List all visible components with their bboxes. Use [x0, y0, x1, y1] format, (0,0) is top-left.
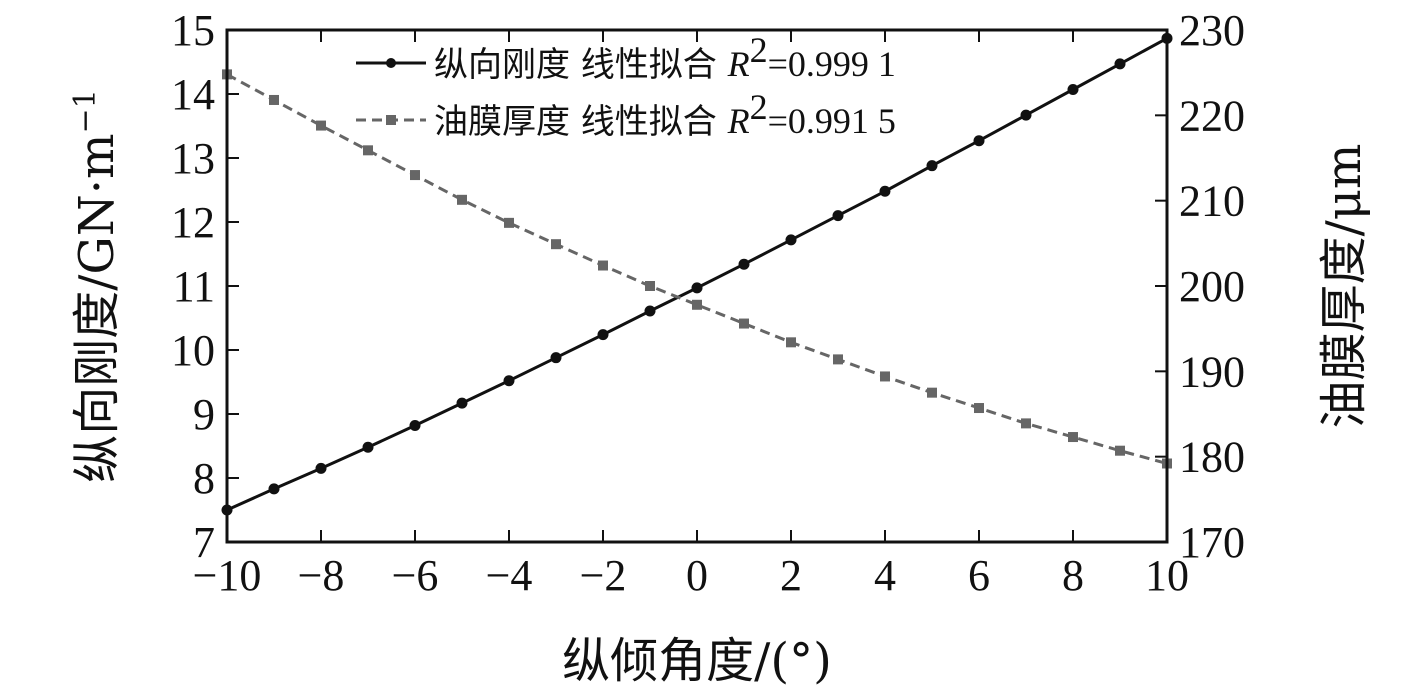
- film-thickness-data-point: [598, 260, 608, 271]
- film-thickness-data-point: [457, 194, 467, 205]
- stiffness-data-point: [1020, 109, 1032, 121]
- y-left-tick-label: 13: [171, 134, 215, 183]
- y-left-tick-label: 15: [171, 6, 215, 55]
- stiffness-data-point: [644, 305, 656, 317]
- x-tick-label: −6: [392, 551, 439, 600]
- film-thickness-data-point: [927, 387, 937, 398]
- y-left-tick-label: 11: [173, 262, 215, 311]
- stiffness-data-point: [1114, 58, 1126, 70]
- y-left-tick-label: 10: [171, 326, 215, 375]
- stiffness-data-point: [456, 397, 468, 409]
- stiffness-data-point: [1067, 84, 1079, 96]
- y-right-tick-label: 200: [1179, 262, 1245, 311]
- film-thickness-data-point: [1068, 432, 1078, 443]
- stiffness-data-point: [362, 441, 374, 453]
- film-thickness-data-point: [974, 403, 984, 414]
- y-right-tick-label: 180: [1179, 433, 1245, 482]
- stiffness-data-point: [926, 160, 938, 172]
- stiffness-data-point: [503, 375, 515, 387]
- x-tick-label: 10: [1145, 551, 1189, 600]
- stiffness-data-point: [268, 483, 280, 495]
- film-thickness-data-point: [880, 371, 890, 382]
- legend: 纵向刚度 线性拟合 R2=0.999 1 油膜厚度 线性拟合 R2=0.991 …: [356, 30, 896, 142]
- film-thickness-series-line: [226, 73, 1168, 465]
- y-right-tick-label: 170: [1179, 518, 1245, 567]
- stiffness-data-point: [973, 135, 985, 147]
- x-tick-label: 4: [874, 551, 896, 600]
- film-thickness-data-point: [645, 281, 655, 291]
- x-tick-label: 0: [686, 551, 708, 600]
- stiffness-data-point: [832, 210, 844, 222]
- y-axis-left-label: 纵向刚度/GN·m−1: [68, 89, 125, 483]
- film-thickness-data-point: [739, 318, 749, 329]
- film-thickness-data-point: [692, 299, 702, 310]
- stiffness-data-point: [409, 420, 421, 432]
- x-tick-label: −4: [486, 551, 533, 600]
- film-thickness-data-point: [504, 217, 514, 228]
- y-left-tick-label: 8: [193, 454, 215, 503]
- film-thickness-data-point: [1115, 445, 1125, 456]
- y-right-tick-label: 210: [1179, 177, 1245, 226]
- x-tick-label: −2: [580, 551, 627, 600]
- stiffness-data-point: [597, 329, 609, 341]
- stiffness-data-point: [691, 282, 703, 294]
- stiffness-data-point: [550, 352, 562, 364]
- stiffness-data-point: [315, 462, 327, 474]
- x-tick-label: −8: [298, 551, 345, 600]
- x-tick-label: 6: [968, 551, 990, 600]
- y-left-tick-label: 7: [193, 518, 215, 567]
- y-left-tick-label: 14: [171, 70, 215, 119]
- legend-label-film-thickness: 油膜厚度 线性拟合 R2=0.991 5: [434, 87, 896, 142]
- plot-frame: [225, 28, 1169, 544]
- y-left-tick-label: 9: [193, 390, 215, 439]
- film-thickness-data-point: [833, 354, 843, 365]
- legend-marker-stiffness: [386, 58, 396, 68]
- legend-marker-film-thickness: [386, 115, 396, 125]
- y-right-tick-label: 230: [1179, 6, 1245, 55]
- film-thickness-data-point: [551, 239, 561, 250]
- film-thickness-data-point: [1021, 418, 1031, 429]
- legend-label-stiffness: 纵向刚度 线性拟合 R2=0.999 1: [434, 30, 896, 85]
- stiffness-data-point: [879, 185, 891, 197]
- y-right-tick-label: 220: [1179, 91, 1245, 140]
- ticks-layer: −10 −8 −6 −4 −2 0 2 4 6 8 10 7 8 9 10 11 12 13 14 15 170 180 1…: [171, 6, 1245, 600]
- stiffness-data-point: [785, 234, 797, 246]
- film-thickness-data-point: [363, 145, 373, 156]
- film-thickness-data-point: [269, 94, 279, 105]
- y-left-tick-label: 12: [171, 198, 215, 247]
- film-thickness-data-point: [786, 337, 796, 348]
- x-tick-label: 2: [780, 551, 802, 600]
- y-right-tick-label: 190: [1179, 347, 1245, 396]
- x-tick-label: 8: [1062, 551, 1084, 600]
- film-thickness-data-point: [410, 170, 420, 181]
- film-thickness-data-point: [316, 120, 326, 131]
- y-axis-right-label: 油膜厚度/μm: [1316, 144, 1372, 429]
- x-axis-label: 纵倾角度/(°): [562, 633, 832, 689]
- stiffness-data-point: [738, 258, 750, 270]
- x-tick-label: −10: [193, 551, 262, 600]
